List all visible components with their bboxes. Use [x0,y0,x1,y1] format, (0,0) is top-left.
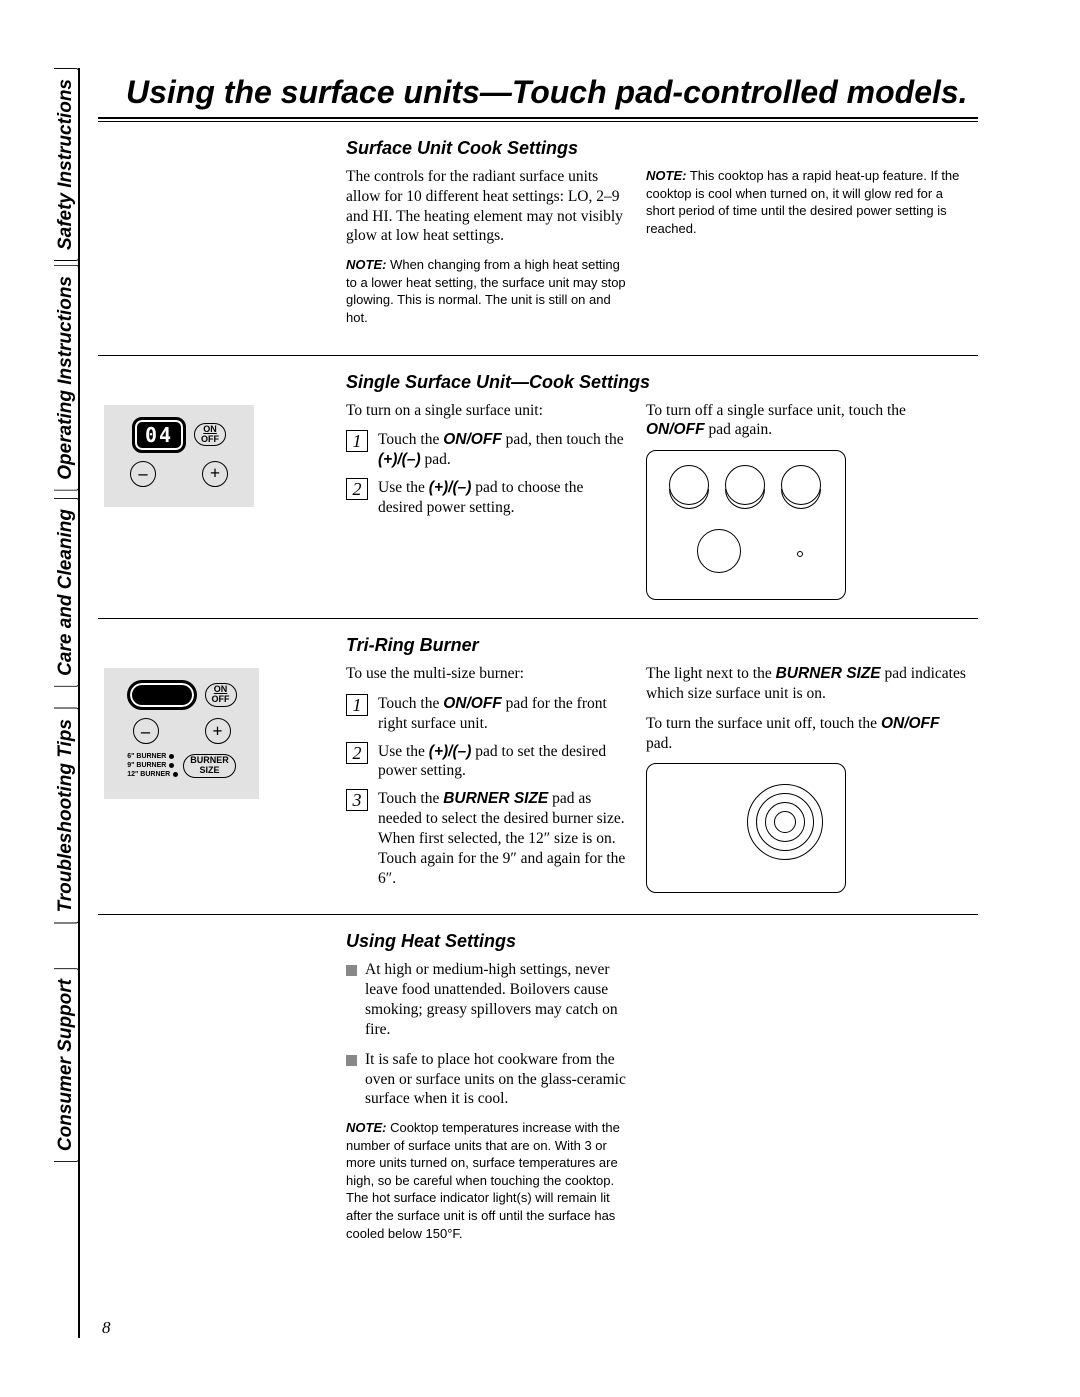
intro-tri-ring: To use the multi-size burner: [346,664,628,684]
tab-care: Care and Cleaning [54,498,79,687]
section-cook-settings: Surface Unit Cook Settings The controls … [98,122,978,337]
tab-troubleshooting: Troubleshooting Tips [54,708,79,924]
note-heat-settings: NOTE: Cooktop temperatures increase with… [346,1119,628,1242]
display-readout: 04 [132,417,186,453]
burner-size-pill-icon: BURNERSIZE [183,754,236,778]
tri-ring-control-illustration: ONOFF – + 6" BURNER 9" BURNER 12" BURNER [104,668,259,799]
bullet-1: At high or medium-high settings, never l… [346,960,628,1039]
step-2: 2 Use the (+)/(–) pad to choose the desi… [346,478,628,518]
section-single-unit: Single Surface Unit—Cook Settings 04 ONO… [98,356,978,601]
burner6-label: 6" BURNER [127,752,178,761]
control-panel-illustration: 04 ONOFF – + [104,405,254,507]
tab-operating: Operating Instructions [54,265,79,491]
heading-cook-settings: Surface Unit Cook Settings [346,138,978,159]
plus-button-icon: + [202,461,228,487]
burner12-label: 12" BURNER [127,770,178,779]
step-1: 1 Touch the ON/OFF pad, then touch the (… [346,430,628,470]
ring-display-icon [127,680,197,710]
cooktop-diagram-tri-ring [646,763,846,893]
page-frame: Safety Instructions Operating Instructio… [78,68,1038,1338]
bullet-2: It is safe to place hot cookware from th… [346,1050,628,1109]
body-cook-settings: The controls for the radiant surface uni… [346,167,628,246]
note-cook-settings-right: NOTE: This cooktop has a rapid heat-up f… [646,167,966,237]
tab-safety: Safety Instructions [54,68,79,261]
page-title: Using the surface units—Touch pad-contro… [80,68,1038,117]
minus-button-icon: – [130,461,156,487]
section-heat-settings: Using Heat Settings At high or medium-hi… [98,915,978,1252]
onoff-pill-icon: ONOFF [205,683,237,707]
onoff-pill-icon: ONOFF [194,423,226,447]
burner9-label: 9" BURNER [127,761,178,770]
right-single-off: To turn off a single surface unit, touch… [646,401,966,441]
note-cook-settings-left: NOTE: When changing from a high heat set… [346,256,628,326]
step-1: 1 Touch the ON/OFF pad for the front rig… [346,694,628,734]
tab-consumer: Consumer Support [54,968,79,1162]
step-3: 3 Touch the BURNER SIZE pad as needed to… [346,789,628,888]
cooktop-diagram-single [646,450,846,600]
intro-single: To turn on a single surface unit: [346,401,628,421]
heading-tri-ring: Tri-Ring Burner [346,635,978,656]
section-tri-ring: Tri-Ring Burner ONOFF – + 6" BURNER [98,619,978,896]
minus-button-icon: – [133,718,159,744]
right-tri-ring-2: To turn the surface unit off, touch the … [646,714,966,754]
step-2: 2 Use the (+)/(–) pad to set the desired… [346,742,628,782]
heading-single-unit: Single Surface Unit—Cook Settings [346,372,978,393]
page-number: 8 [102,1318,111,1338]
plus-button-icon: + [205,718,231,744]
heading-heat-settings: Using Heat Settings [346,931,978,952]
right-tri-ring-1: The light next to the BURNER SIZE pad in… [646,664,966,704]
sidebar-tabs: Safety Instructions Operating Instructio… [54,68,78,1268]
